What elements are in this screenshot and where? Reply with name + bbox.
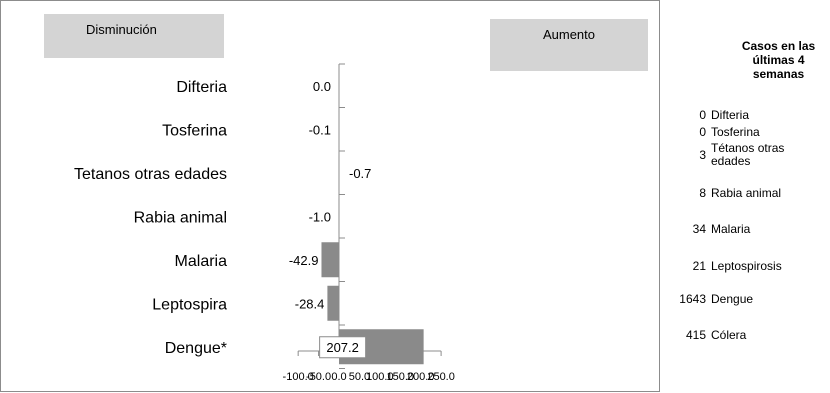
- case-count: 3: [660, 148, 711, 162]
- category-label: Tetanos otras edades: [74, 166, 227, 183]
- case-count: 8: [660, 186, 711, 200]
- category-label: Tosferina: [162, 122, 227, 139]
- case-count: 1643: [660, 292, 711, 306]
- case-count: 0: [660, 125, 711, 139]
- side-table-title: Casos en las últimas 4 semanas: [730, 39, 827, 81]
- disease-name: Tosferina: [711, 126, 791, 139]
- disease-name: Tétanos otras edades: [711, 142, 791, 168]
- category-label: Leptospira: [152, 296, 227, 313]
- category-label: Rabia animal: [134, 209, 227, 226]
- category-label: Difteria: [176, 79, 227, 96]
- disease-name: Dengue: [711, 293, 791, 306]
- case-count: 34: [660, 222, 711, 236]
- value-label: 0.0: [313, 79, 331, 94]
- disease-name: Cólera: [711, 329, 791, 342]
- disease-name: Difteria: [711, 109, 791, 122]
- case-count: 21: [660, 259, 711, 273]
- disease-name: Leptospirosis: [711, 260, 791, 273]
- x-tick-label: 250.0: [427, 371, 455, 383]
- value-label: -0.7: [349, 166, 371, 181]
- bar: [327, 286, 339, 321]
- value-label: -1.0: [309, 209, 331, 224]
- bar: [321, 242, 339, 277]
- disease-name: Rabia animal: [711, 187, 791, 200]
- value-label: -28.4: [295, 296, 325, 311]
- category-label: Dengue*: [165, 340, 227, 357]
- value-label: -42.9: [289, 253, 319, 268]
- case-count: 415: [660, 328, 711, 342]
- case-count: 0: [660, 108, 711, 122]
- category-label: Malaria: [175, 253, 228, 270]
- x-tick-label: -50.0: [306, 371, 331, 383]
- disease-name: Malaria: [711, 223, 791, 236]
- value-label: 207.2: [326, 340, 359, 355]
- x-tick-label: 0.0: [331, 371, 346, 383]
- value-label: -0.1: [309, 122, 331, 137]
